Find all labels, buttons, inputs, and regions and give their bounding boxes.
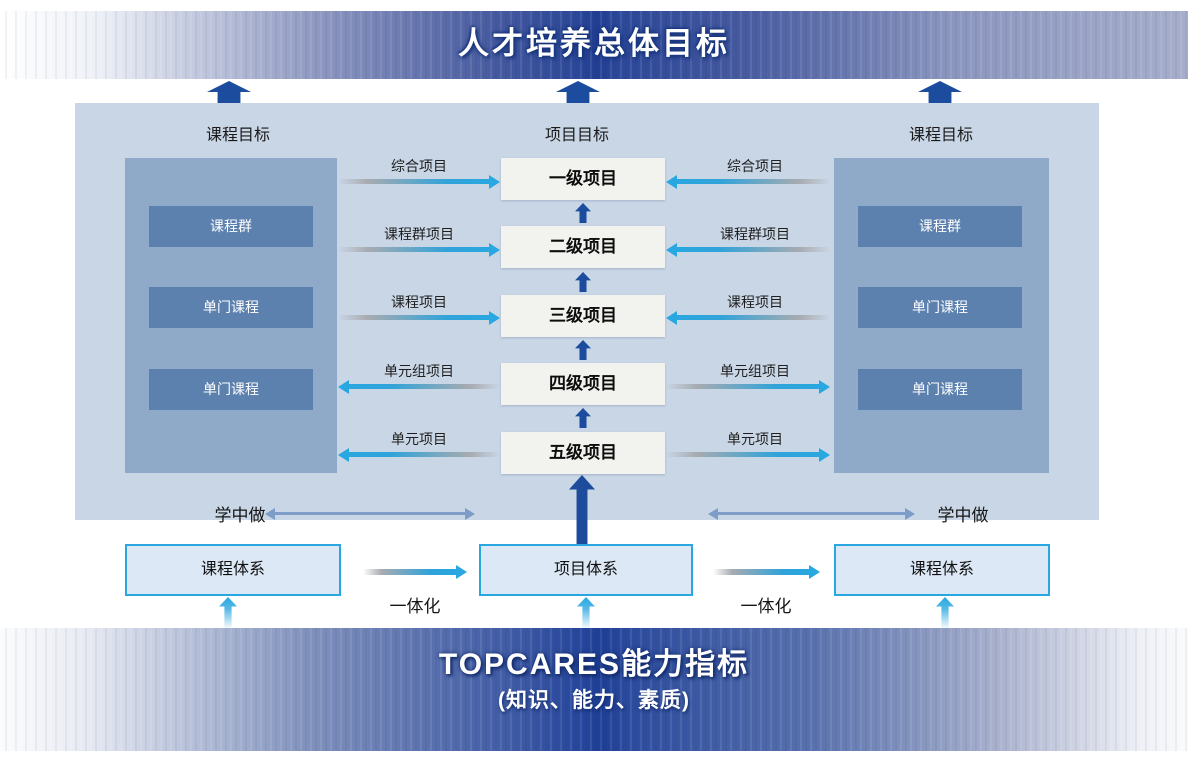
project-system-box: 项目体系 xyxy=(479,544,693,596)
project-level-3: 三级项目 xyxy=(501,295,665,337)
right-arrow-icon xyxy=(363,569,456,575)
right-arrow-icon xyxy=(713,569,809,575)
course-system-box-left: 课程体系 xyxy=(125,544,341,596)
course-system-box-right: 课程体系 xyxy=(834,544,1050,596)
single-course-box: 单门课程 xyxy=(149,369,313,410)
left-course-panel: 课程群 单门课程 单门课程 xyxy=(125,158,337,473)
right-arrow-icon xyxy=(338,247,489,252)
single-course-box: 单门课程 xyxy=(149,287,313,328)
topcares-title: TOPCARES能力指标 xyxy=(438,648,750,681)
arrow-label: 课程项目 xyxy=(391,294,447,310)
right-arrow-icon xyxy=(666,384,819,389)
learn-by-doing-label: 学中做 xyxy=(214,506,266,525)
curriculum-project-matrix: 课程目标 项目目标 课程目标 课程群 单门课程 单门课程 课程群 单门课程 单门… xyxy=(75,103,1099,525)
integration-label: 一体化 xyxy=(389,597,441,616)
left-arrow-icon xyxy=(677,179,830,184)
arrow-label: 单元组项目 xyxy=(384,363,454,379)
banner-stripe-texture xyxy=(0,628,1188,751)
right-arrow-icon xyxy=(338,315,489,320)
project-level-1: 一级项目 xyxy=(501,158,665,200)
double-arrow-icon xyxy=(718,512,905,515)
right-arrow-icon xyxy=(338,179,489,184)
header-course-goal-right: 课程目标 xyxy=(908,127,973,144)
learn-by-doing-label: 学中做 xyxy=(937,506,989,525)
up-arrow-icon xyxy=(575,272,591,292)
topcares-subtitle: (知识、能力、素质) xyxy=(498,689,690,712)
course-group-box: 课程群 xyxy=(149,206,313,247)
left-arrow-icon xyxy=(349,452,500,457)
arrow-label: 综合项目 xyxy=(391,158,447,174)
header-project-goal: 项目目标 xyxy=(544,127,609,144)
single-course-box: 单门课程 xyxy=(858,287,1022,328)
project-level-5: 五级项目 xyxy=(501,432,665,474)
arrow-label: 综合项目 xyxy=(727,158,783,174)
double-arrow-icon xyxy=(275,512,465,515)
single-course-box: 单门课程 xyxy=(858,369,1022,410)
project-level-2: 二级项目 xyxy=(501,226,665,268)
right-course-panel: 课程群 单门课程 单门课程 xyxy=(834,158,1049,473)
integration-label: 一体化 xyxy=(740,597,792,616)
arrow-label: 单元项目 xyxy=(727,431,783,447)
arrow-label: 课程群项目 xyxy=(720,226,790,242)
banner-stripe-texture xyxy=(0,11,1188,79)
arrow-label: 单元项目 xyxy=(391,431,447,447)
up-arrow-icon xyxy=(575,340,591,360)
up-arrow-icon xyxy=(575,408,591,428)
up-arrow-icon xyxy=(936,597,954,631)
up-arrow-icon xyxy=(556,81,600,104)
up-arrow-icon xyxy=(207,81,251,104)
course-group-box: 课程群 xyxy=(858,206,1022,247)
top-goal-title: 人才培养总体目标 xyxy=(458,26,730,61)
top-goal-banner: 人才培养总体目标 xyxy=(0,11,1188,79)
right-arrow-icon xyxy=(666,452,819,457)
arrow-label: 单元组项目 xyxy=(720,363,790,379)
project-level-4: 四级项目 xyxy=(501,363,665,405)
up-arrow-icon xyxy=(577,597,595,631)
left-arrow-icon xyxy=(349,384,500,389)
arrow-label: 课程项目 xyxy=(727,294,783,310)
up-arrow-icon xyxy=(219,597,237,631)
up-arrow-icon xyxy=(575,203,591,223)
topcares-banner: TOPCARES能力指标 (知识、能力、素质) xyxy=(0,628,1188,751)
arrow-label: 课程群项目 xyxy=(384,226,454,242)
header-course-goal-left: 课程目标 xyxy=(205,127,270,144)
up-arrow-icon xyxy=(918,81,962,104)
left-arrow-icon xyxy=(677,247,830,252)
left-arrow-icon xyxy=(677,315,830,320)
